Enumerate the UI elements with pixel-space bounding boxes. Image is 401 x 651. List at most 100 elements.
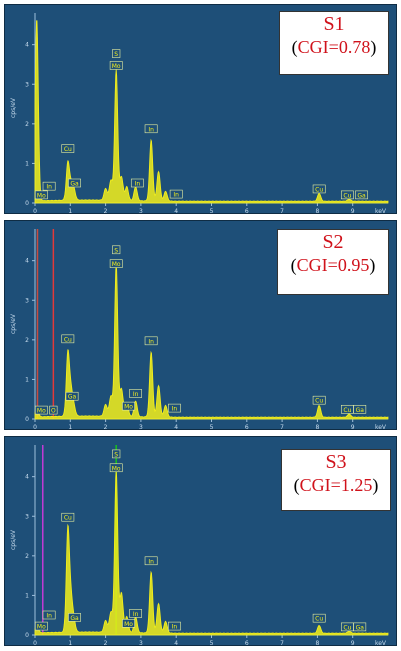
peak-annotation: Cu — [312, 613, 326, 623]
peak-annotation-box — [144, 124, 158, 134]
peak-annotation: Ga — [65, 391, 79, 401]
peak-annotation: Ga — [68, 613, 81, 622]
x-tick-label: 6 — [245, 640, 249, 646]
peak-annotation-box — [130, 178, 144, 188]
peak-annotation-label: Cu — [64, 336, 72, 343]
y-axis-label: cps/eV — [10, 313, 17, 334]
x-tick-label: 0 — [33, 208, 37, 214]
peak-annotation: In — [130, 178, 144, 188]
peak-annotation-box — [129, 609, 143, 618]
peak-annotation-box — [144, 556, 158, 566]
peak-annotation-box — [144, 336, 158, 346]
peak-annotation-label: In — [172, 624, 178, 631]
peak-annotation-box — [122, 401, 135, 411]
peak-annotation: Mo — [122, 619, 135, 628]
peak-annotation: Mo — [34, 190, 48, 200]
spectrum-panel-s2: 0 1 2 3 4 5 6 7 8 9 0 1 2 3 4 keV cps/eV S Mo Cu Ga Mo O In In Mo… — [4, 220, 397, 430]
x-tick-label: 1 — [68, 208, 72, 214]
peak-annotation-box — [34, 190, 48, 200]
y-tick-label: 0 — [25, 632, 29, 639]
peak-annotation-label: In — [46, 613, 52, 620]
peak-annotation-label: Mo — [112, 261, 121, 268]
peak-annotation-box — [112, 449, 121, 459]
x-tick-label: 8 — [315, 424, 319, 430]
peak-annotation: Mo — [109, 61, 123, 70]
peak-annotation-label: Mo — [124, 404, 133, 411]
x-tick-label: 0 — [33, 640, 37, 646]
peak-annotation: In — [129, 389, 143, 398]
cgi-prefix: CGI= — [299, 475, 341, 495]
peak-annotation-label: In — [148, 558, 154, 565]
peak-annotation-label: Cu — [64, 515, 72, 522]
y-tick-label: 3 — [25, 513, 29, 520]
peak-annotation-label: In — [46, 184, 52, 191]
x-tick-label: 8 — [315, 208, 319, 214]
y-tick-label: 1 — [25, 160, 29, 167]
x-axis-label: keV — [375, 640, 387, 646]
peak-annotation-label: Mo — [37, 408, 46, 415]
peak-annotation-label: S — [114, 247, 118, 254]
sample-legend-s1: S1 (CGI=0.78) — [279, 11, 389, 75]
peak-annotation-box — [112, 245, 121, 255]
y-tick-label: 1 — [25, 592, 29, 599]
y-axis-label: cps/eV — [10, 529, 17, 550]
x-tick-label: 6 — [245, 208, 249, 214]
peak-annotation-label: Cu — [315, 186, 323, 193]
sample-label: S2 — [322, 231, 344, 253]
spectrum-plot-s3: 0 1 2 3 4 5 6 7 8 901234keVcps/eVSMoCuInMoGaInInM… — [10, 445, 389, 646]
x-axis-label: keV — [375, 424, 387, 430]
peak-annotation-box — [169, 189, 183, 199]
peak-annotation-label: Ga — [357, 192, 366, 199]
peak-annotation-label: Ga — [356, 624, 365, 631]
x-tick-label: 4 — [174, 640, 178, 646]
peak-annotation: Mo — [109, 259, 123, 268]
peak-annotation: S — [112, 449, 121, 459]
x-tick-label: 3 — [139, 424, 143, 430]
peak-annotation: Ga — [353, 622, 367, 631]
peak-annotation-label: Ga — [68, 394, 77, 401]
peak-annotation: In — [144, 336, 158, 346]
x-tick-label: 2 — [104, 208, 108, 214]
peak-annotation-box — [129, 389, 143, 398]
peak-annotation: Mo — [34, 405, 48, 415]
peak-annotation-box — [109, 259, 123, 268]
peak-annotation-label: Cu — [343, 624, 351, 631]
peak-annotation-label: Cu — [343, 192, 351, 199]
spectrum-panel-s1: 0 1 2 3 4 5 6 7 8 9 0 1 2 3 4 keV cps/eV S Mo Cu In Mo Ga In In I… — [4, 4, 397, 214]
peak-annotation-label: In — [135, 181, 141, 188]
peak-annotation-label: Mo — [124, 621, 133, 628]
peak-annotation-label: S — [114, 51, 118, 58]
x-tick-label: 5 — [210, 424, 214, 430]
cgi-readout: (CGI=0.78) — [291, 37, 377, 57]
peak-annotation-label: Cu — [64, 146, 72, 153]
peak-annotation: Mo — [109, 463, 123, 473]
peak-annotation-label: In — [148, 338, 154, 345]
peak-annotation: Mo — [34, 621, 48, 631]
peak-annotation: In — [169, 189, 183, 199]
peak-annotation: In — [168, 403, 181, 413]
spectrum-series — [34, 263, 389, 420]
peak-annotation-box — [109, 463, 123, 473]
peak-annotation-box — [312, 613, 326, 623]
peak-annotation: Ga — [355, 190, 368, 200]
peak-annotation-box — [49, 405, 58, 415]
peak-annotation: In — [144, 124, 158, 134]
y-tick-label: 2 — [25, 121, 29, 128]
x-tick-label: 9 — [351, 640, 355, 646]
peak-annotation-box — [34, 405, 48, 415]
peak-annotation: Ga — [68, 178, 81, 188]
x-tick-label: 5 — [210, 208, 214, 214]
y-tick-label: 1 — [25, 376, 29, 383]
peak-annotation-box — [355, 190, 368, 200]
cgi-value: 0.95 — [337, 255, 370, 275]
peak-annotation-box — [312, 395, 326, 405]
peak-annotation-label: Cu — [315, 616, 323, 623]
x-tick-label: 1 — [68, 640, 72, 646]
x-tick-label: 4 — [174, 424, 178, 430]
peak-annotation-box — [68, 613, 81, 622]
spectrum-panel-s3: 0 1 2 3 4 5 6 7 8 9 0 1 2 3 4 keV cps/eV S Mo Cu In Mo Ga In In M… — [4, 436, 397, 646]
peak-annotation: Cu — [341, 190, 354, 199]
x-tick-label: 7 — [280, 640, 284, 646]
